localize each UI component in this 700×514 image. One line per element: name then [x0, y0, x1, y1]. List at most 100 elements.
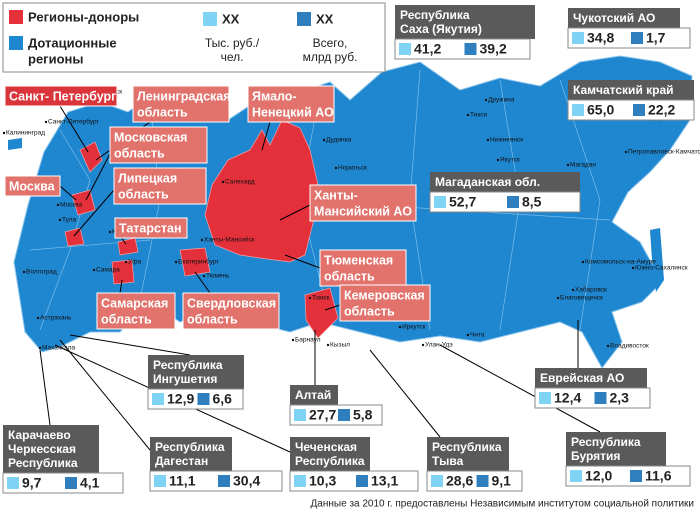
- per-capita-swatch: [294, 409, 306, 421]
- city-label: Калининград: [6, 130, 45, 137]
- value-row: [429, 191, 581, 213]
- city-dot: [571, 288, 575, 292]
- region-name: Магаданская обл.: [435, 175, 540, 189]
- city-dot: [38, 346, 42, 350]
- total-value: 6,6: [213, 391, 233, 407]
- total-swatch: [507, 196, 519, 208]
- city-dot: [92, 268, 96, 272]
- region-header: [148, 355, 244, 389]
- total-swatch: [297, 12, 311, 26]
- total-swatch: [464, 43, 477, 55]
- per-capita-swatch: [203, 12, 217, 26]
- city-label: Хабаровск: [575, 286, 607, 294]
- donor-label: Липецкая: [118, 171, 177, 185]
- city-label: Чита: [470, 332, 485, 339]
- city-label: Петропавловск-Камчатский: [628, 148, 700, 156]
- donor-label: область: [114, 146, 165, 160]
- total-value: 13,1: [371, 473, 398, 489]
- total-swatch: [197, 393, 210, 405]
- city-dot: [556, 296, 560, 300]
- total-swatch: [633, 104, 645, 116]
- value-row: [567, 27, 691, 49]
- donor-label-box: [319, 249, 407, 287]
- city-dot: [484, 98, 488, 102]
- per-capita-swatch: [154, 475, 166, 487]
- city-label: Иркутск: [402, 324, 426, 331]
- per-capita-swatch: [7, 477, 19, 489]
- footer: Данные за 2010 г. предоставлены Независи…: [311, 499, 694, 510]
- donor-label-box: [109, 126, 208, 164]
- city-label: Комсомольск-на-Амуре: [585, 259, 656, 266]
- city-label: Ханты-Мансийск: [204, 236, 255, 244]
- donor-label: область: [324, 269, 375, 283]
- value-row: [149, 470, 283, 492]
- donor-label-box: [4, 175, 61, 197]
- kaliningrad: [8, 138, 22, 150]
- per-capita-swatch: [294, 475, 306, 487]
- region-name: Республика: [155, 440, 225, 454]
- region-name: Алтай: [295, 388, 331, 402]
- donor-label: Самарская: [101, 296, 168, 310]
- city-label: Магадан: [570, 162, 596, 169]
- total-value: 1,7: [646, 30, 666, 46]
- city-dot: [421, 343, 425, 347]
- region-header: [430, 172, 580, 192]
- region-header: [290, 385, 338, 405]
- donor-label-box: [4, 85, 118, 107]
- region-name: Республика: [432, 440, 502, 454]
- donor-label-box: [339, 284, 431, 322]
- city-dot: [202, 274, 206, 278]
- region-header: [568, 8, 680, 28]
- region-header: [566, 432, 666, 466]
- total-swatch: [218, 475, 230, 487]
- region-header: [290, 437, 370, 471]
- region-name: Республика: [571, 435, 641, 449]
- total-value: 8,5: [522, 194, 542, 210]
- legend: Регионы-доноры Дотационные регионы ХХ Ты…: [2, 2, 386, 73]
- donor-label: область: [137, 105, 188, 119]
- city-dot: [566, 163, 570, 167]
- total-caption: млрд руб.: [303, 50, 358, 64]
- donor-label: Тюменская: [324, 253, 393, 267]
- city-dot: [631, 266, 635, 270]
- region-name: Бурятия: [571, 449, 620, 463]
- kamchatka: [600, 100, 640, 200]
- per-capita-value: 10,3: [309, 473, 336, 489]
- total-caption: Всего,: [313, 36, 348, 50]
- region-name: Республика: [400, 8, 470, 22]
- region-name: Республика: [153, 358, 223, 372]
- city-dot: [398, 325, 402, 329]
- donor-label: область: [187, 312, 238, 326]
- city-dot: [200, 238, 204, 242]
- donor-label: область: [118, 187, 169, 201]
- total-value: 22,2: [648, 102, 675, 118]
- city-dot: [581, 260, 585, 264]
- region-name: Еврейская АО: [540, 371, 624, 385]
- per-capita-value: 28,6: [446, 473, 473, 489]
- region-name: Республика: [8, 456, 78, 470]
- subsidized-swatch: [9, 36, 23, 50]
- donor-swatch: [9, 10, 23, 24]
- donor-label: Кемеровская: [344, 288, 425, 302]
- region-name: Ингушетия: [153, 372, 217, 386]
- total-label: ХХ: [316, 11, 334, 26]
- city-dot: [56, 203, 60, 207]
- city-label: Екатеринбург: [178, 258, 220, 266]
- total-value: 30,4: [233, 473, 260, 489]
- region-name: Черкесская: [8, 442, 76, 456]
- city-label: Махачкала: [42, 345, 76, 352]
- per-capita-swatch: [434, 196, 446, 208]
- donor-label: Ненецкий АО: [252, 105, 334, 119]
- per-capita-swatch: [539, 392, 551, 404]
- total-value: 4,1: [80, 475, 100, 491]
- per-capita-value: 12,0: [585, 468, 612, 484]
- legend-subsidized: регионы: [28, 51, 83, 66]
- city-dot: [308, 296, 312, 300]
- per-capita-swatch: [572, 104, 584, 116]
- legend-box: [2, 2, 386, 73]
- total-swatch: [356, 475, 368, 487]
- city-dot: [326, 343, 330, 347]
- city-label: Владивосток: [610, 343, 649, 350]
- region-header: [150, 437, 232, 471]
